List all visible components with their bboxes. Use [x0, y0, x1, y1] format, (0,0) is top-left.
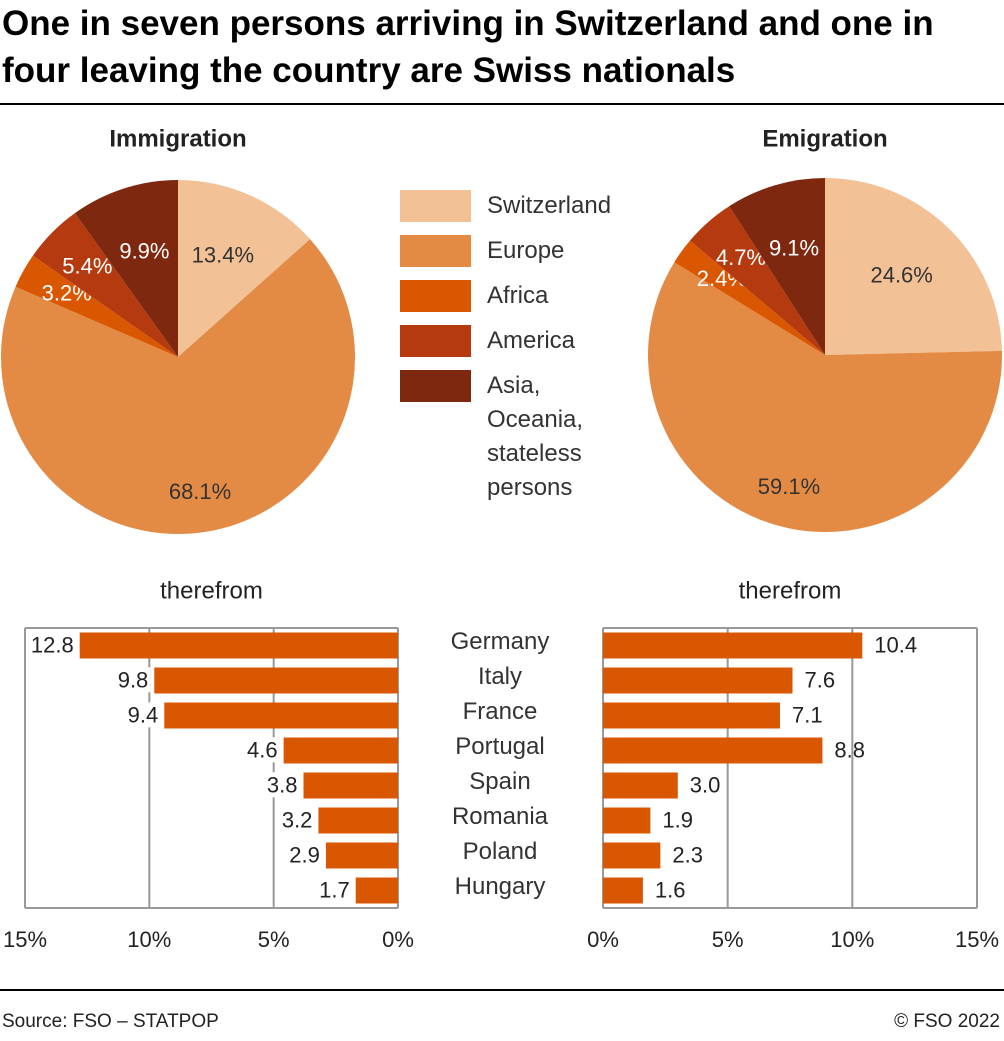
- legend-item: Switzerland: [400, 190, 650, 223]
- value-label: 3.8: [267, 772, 298, 797]
- pie-slice: [0, 239, 356, 534]
- pie-label: 9.9%: [119, 238, 169, 263]
- label-bg: [28, 632, 76, 658]
- label-bg: [125, 702, 161, 728]
- x-tick-label: 10%: [127, 927, 171, 952]
- value-label: 1.9: [662, 807, 693, 832]
- legend-swatch: [400, 280, 471, 312]
- pie-slice: [674, 240, 825, 355]
- legend-swatch: [400, 190, 471, 222]
- x-tick-label: 15%: [3, 927, 47, 952]
- category-label: Portugal: [455, 733, 544, 760]
- bar: [603, 877, 643, 904]
- value-label: 3.0: [690, 772, 721, 797]
- category-label: Romania: [452, 803, 549, 830]
- bar: [603, 807, 651, 834]
- x-tick-label: 0%: [587, 927, 619, 952]
- category-label: Spain: [469, 768, 530, 795]
- value-label: 1.7: [319, 877, 350, 902]
- subtitle: therefrom: [160, 577, 263, 604]
- value-label: 9.4: [128, 702, 159, 727]
- pie-label: 68.1%: [169, 479, 231, 504]
- value-label: 12.8: [31, 632, 74, 657]
- category-label: Germany: [451, 628, 550, 655]
- bar: [603, 667, 793, 694]
- value-label: 7.6: [804, 667, 835, 692]
- pie-label: 13.4%: [192, 243, 254, 268]
- label-bg: [264, 772, 300, 798]
- legend-label: America: [487, 327, 576, 354]
- bar: [303, 772, 398, 799]
- value-label: 2.9: [289, 842, 320, 867]
- value-label: 7.1: [792, 702, 823, 727]
- legend-label: Europe: [487, 237, 565, 264]
- value-label: 10.4: [874, 632, 917, 657]
- category-label: France: [463, 698, 538, 725]
- bar: [603, 842, 661, 869]
- legend-swatch: [400, 235, 471, 267]
- legend-swatch: [400, 370, 471, 402]
- legend-item: Europe: [400, 235, 650, 268]
- label-bg: [115, 667, 151, 693]
- pie-slice: [647, 262, 1002, 533]
- pie-label: 5.4%: [62, 253, 112, 278]
- label-bg: [317, 877, 352, 903]
- category-label: Italy: [478, 663, 522, 690]
- legend-item: Africa: [400, 280, 650, 313]
- bar: [603, 632, 863, 659]
- bar: [603, 702, 781, 729]
- pie-title: Immigration: [109, 125, 246, 152]
- category-label: Hungary: [455, 873, 546, 900]
- x-tick-label: 0%: [382, 927, 414, 952]
- copyright: © FSO 2022: [894, 1011, 1000, 1032]
- pie-slice: [74, 180, 178, 357]
- value-label: 4.6: [247, 737, 278, 762]
- bar: [603, 737, 823, 764]
- legend-label: Switzerland: [487, 192, 612, 219]
- subtitle: therefrom: [739, 577, 842, 604]
- source: Source: FSO – STATPOP: [2, 1011, 219, 1032]
- legend-swatch: [400, 325, 471, 357]
- pie-label: 59.1%: [758, 474, 820, 499]
- title: One in seven persons arriving in Switzer…: [2, 4, 934, 90]
- bar: [355, 877, 398, 904]
- x-tick-label: 5%: [258, 927, 290, 952]
- legend-label: Asia, Oceania, stateless persons: [487, 372, 584, 501]
- label-bg: [287, 842, 322, 868]
- pie-label: 24.6%: [870, 262, 932, 287]
- bar: [603, 772, 678, 799]
- value-label: 2.3: [672, 842, 703, 867]
- bar: [79, 632, 398, 659]
- pie-slice: [32, 213, 179, 357]
- bar: [318, 807, 398, 834]
- x-tick-label: 15%: [955, 927, 999, 952]
- pie-slice: [825, 178, 1002, 355]
- legend: Switzerland Europe Africa America Asia, Ocea…: [400, 190, 650, 517]
- legend-item: America: [400, 325, 650, 358]
- pie-slice: [178, 180, 311, 357]
- label-bg: [279, 807, 315, 833]
- legend-label: Africa: [487, 282, 549, 309]
- value-label: 1.6: [655, 877, 686, 902]
- x-tick-label: 5%: [712, 927, 744, 952]
- bar: [154, 667, 398, 694]
- bar: [325, 842, 398, 869]
- pie-label: 9.1%: [769, 236, 819, 261]
- value-label: 3.2: [282, 807, 313, 832]
- x-tick-label: 10%: [830, 927, 874, 952]
- legend-item: Asia, Oceania, stateless persons: [400, 370, 650, 505]
- pie-title: Emigration: [762, 125, 887, 152]
- bar: [164, 702, 398, 729]
- pie-slice: [689, 206, 825, 355]
- pie-slice: [15, 255, 178, 357]
- value-label: 9.8: [118, 667, 149, 692]
- label-bg: [245, 737, 280, 763]
- category-label: Poland: [463, 838, 538, 865]
- bar: [283, 737, 398, 764]
- value-label: 8.8: [834, 737, 865, 762]
- pie-slice: [729, 178, 825, 355]
